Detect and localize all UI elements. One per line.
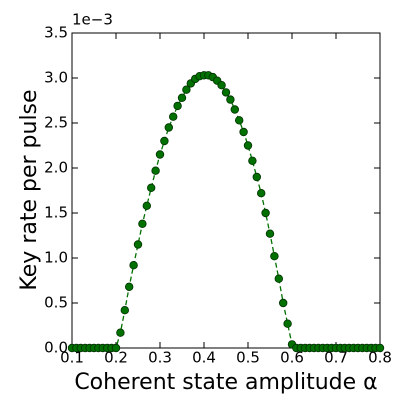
data-point bbox=[243, 141, 253, 150]
data-point bbox=[217, 80, 226, 90]
y-tick-label: 0.5 bbox=[44, 294, 68, 312]
x-tick-label: 0.4 bbox=[192, 349, 216, 367]
y-tick-label: 1.5 bbox=[44, 204, 68, 222]
x-tick-label: 0.8 bbox=[368, 349, 392, 367]
data-point bbox=[226, 95, 235, 104]
y-tick-label: 3.5 bbox=[44, 24, 68, 42]
data-point bbox=[164, 123, 173, 132]
y-tick-label: 2.5 bbox=[44, 114, 68, 132]
x-tick-label: 0.2 bbox=[104, 349, 128, 367]
data-point bbox=[234, 116, 244, 125]
data-point bbox=[279, 298, 288, 308]
data-point bbox=[270, 252, 279, 261]
y-axis-label: Key rate per pulse bbox=[17, 89, 42, 290]
plot-frame bbox=[71, 32, 381, 349]
x-tick-label: 0.7 bbox=[324, 349, 348, 367]
data-point bbox=[168, 112, 178, 121]
data-line bbox=[72, 74, 380, 349]
data-point bbox=[129, 261, 138, 270]
data-point bbox=[160, 136, 169, 146]
x-tick-label: 0.5 bbox=[236, 349, 260, 367]
data-point bbox=[274, 274, 283, 283]
data-point bbox=[221, 88, 231, 97]
data-point bbox=[120, 306, 129, 315]
data-point bbox=[283, 319, 292, 328]
data-point bbox=[173, 101, 182, 111]
data-point bbox=[239, 127, 248, 137]
data-point bbox=[138, 219, 147, 228]
data-point bbox=[182, 85, 191, 94]
x-axis-label: Coherent state amplitude α bbox=[74, 370, 377, 395]
data-point bbox=[248, 156, 257, 165]
data-point bbox=[151, 166, 160, 175]
data-point bbox=[111, 343, 121, 353]
y-tick-label: 3.0 bbox=[44, 69, 68, 87]
data-point bbox=[133, 240, 143, 249]
data-point bbox=[261, 208, 270, 218]
data-point bbox=[124, 282, 134, 291]
data-point bbox=[265, 229, 275, 238]
data-point bbox=[375, 343, 385, 353]
data-point bbox=[142, 201, 151, 210]
x-tick-label: 0.6 bbox=[280, 349, 304, 367]
y-offset-label: 1e−3 bbox=[72, 11, 113, 29]
y-tick-label: 0.0 bbox=[44, 339, 68, 357]
data-point bbox=[116, 328, 125, 337]
data-point bbox=[257, 188, 266, 198]
x-tick-label: 0.1 bbox=[60, 349, 84, 367]
data-point bbox=[155, 150, 165, 159]
y-tick-label: 1.0 bbox=[44, 249, 68, 267]
data-point bbox=[146, 183, 156, 192]
data-point bbox=[230, 105, 239, 114]
y-tick-label: 2.0 bbox=[44, 159, 68, 177]
data-point bbox=[177, 93, 187, 102]
x-tick-label: 0.3 bbox=[148, 349, 172, 367]
data-point bbox=[252, 172, 261, 182]
